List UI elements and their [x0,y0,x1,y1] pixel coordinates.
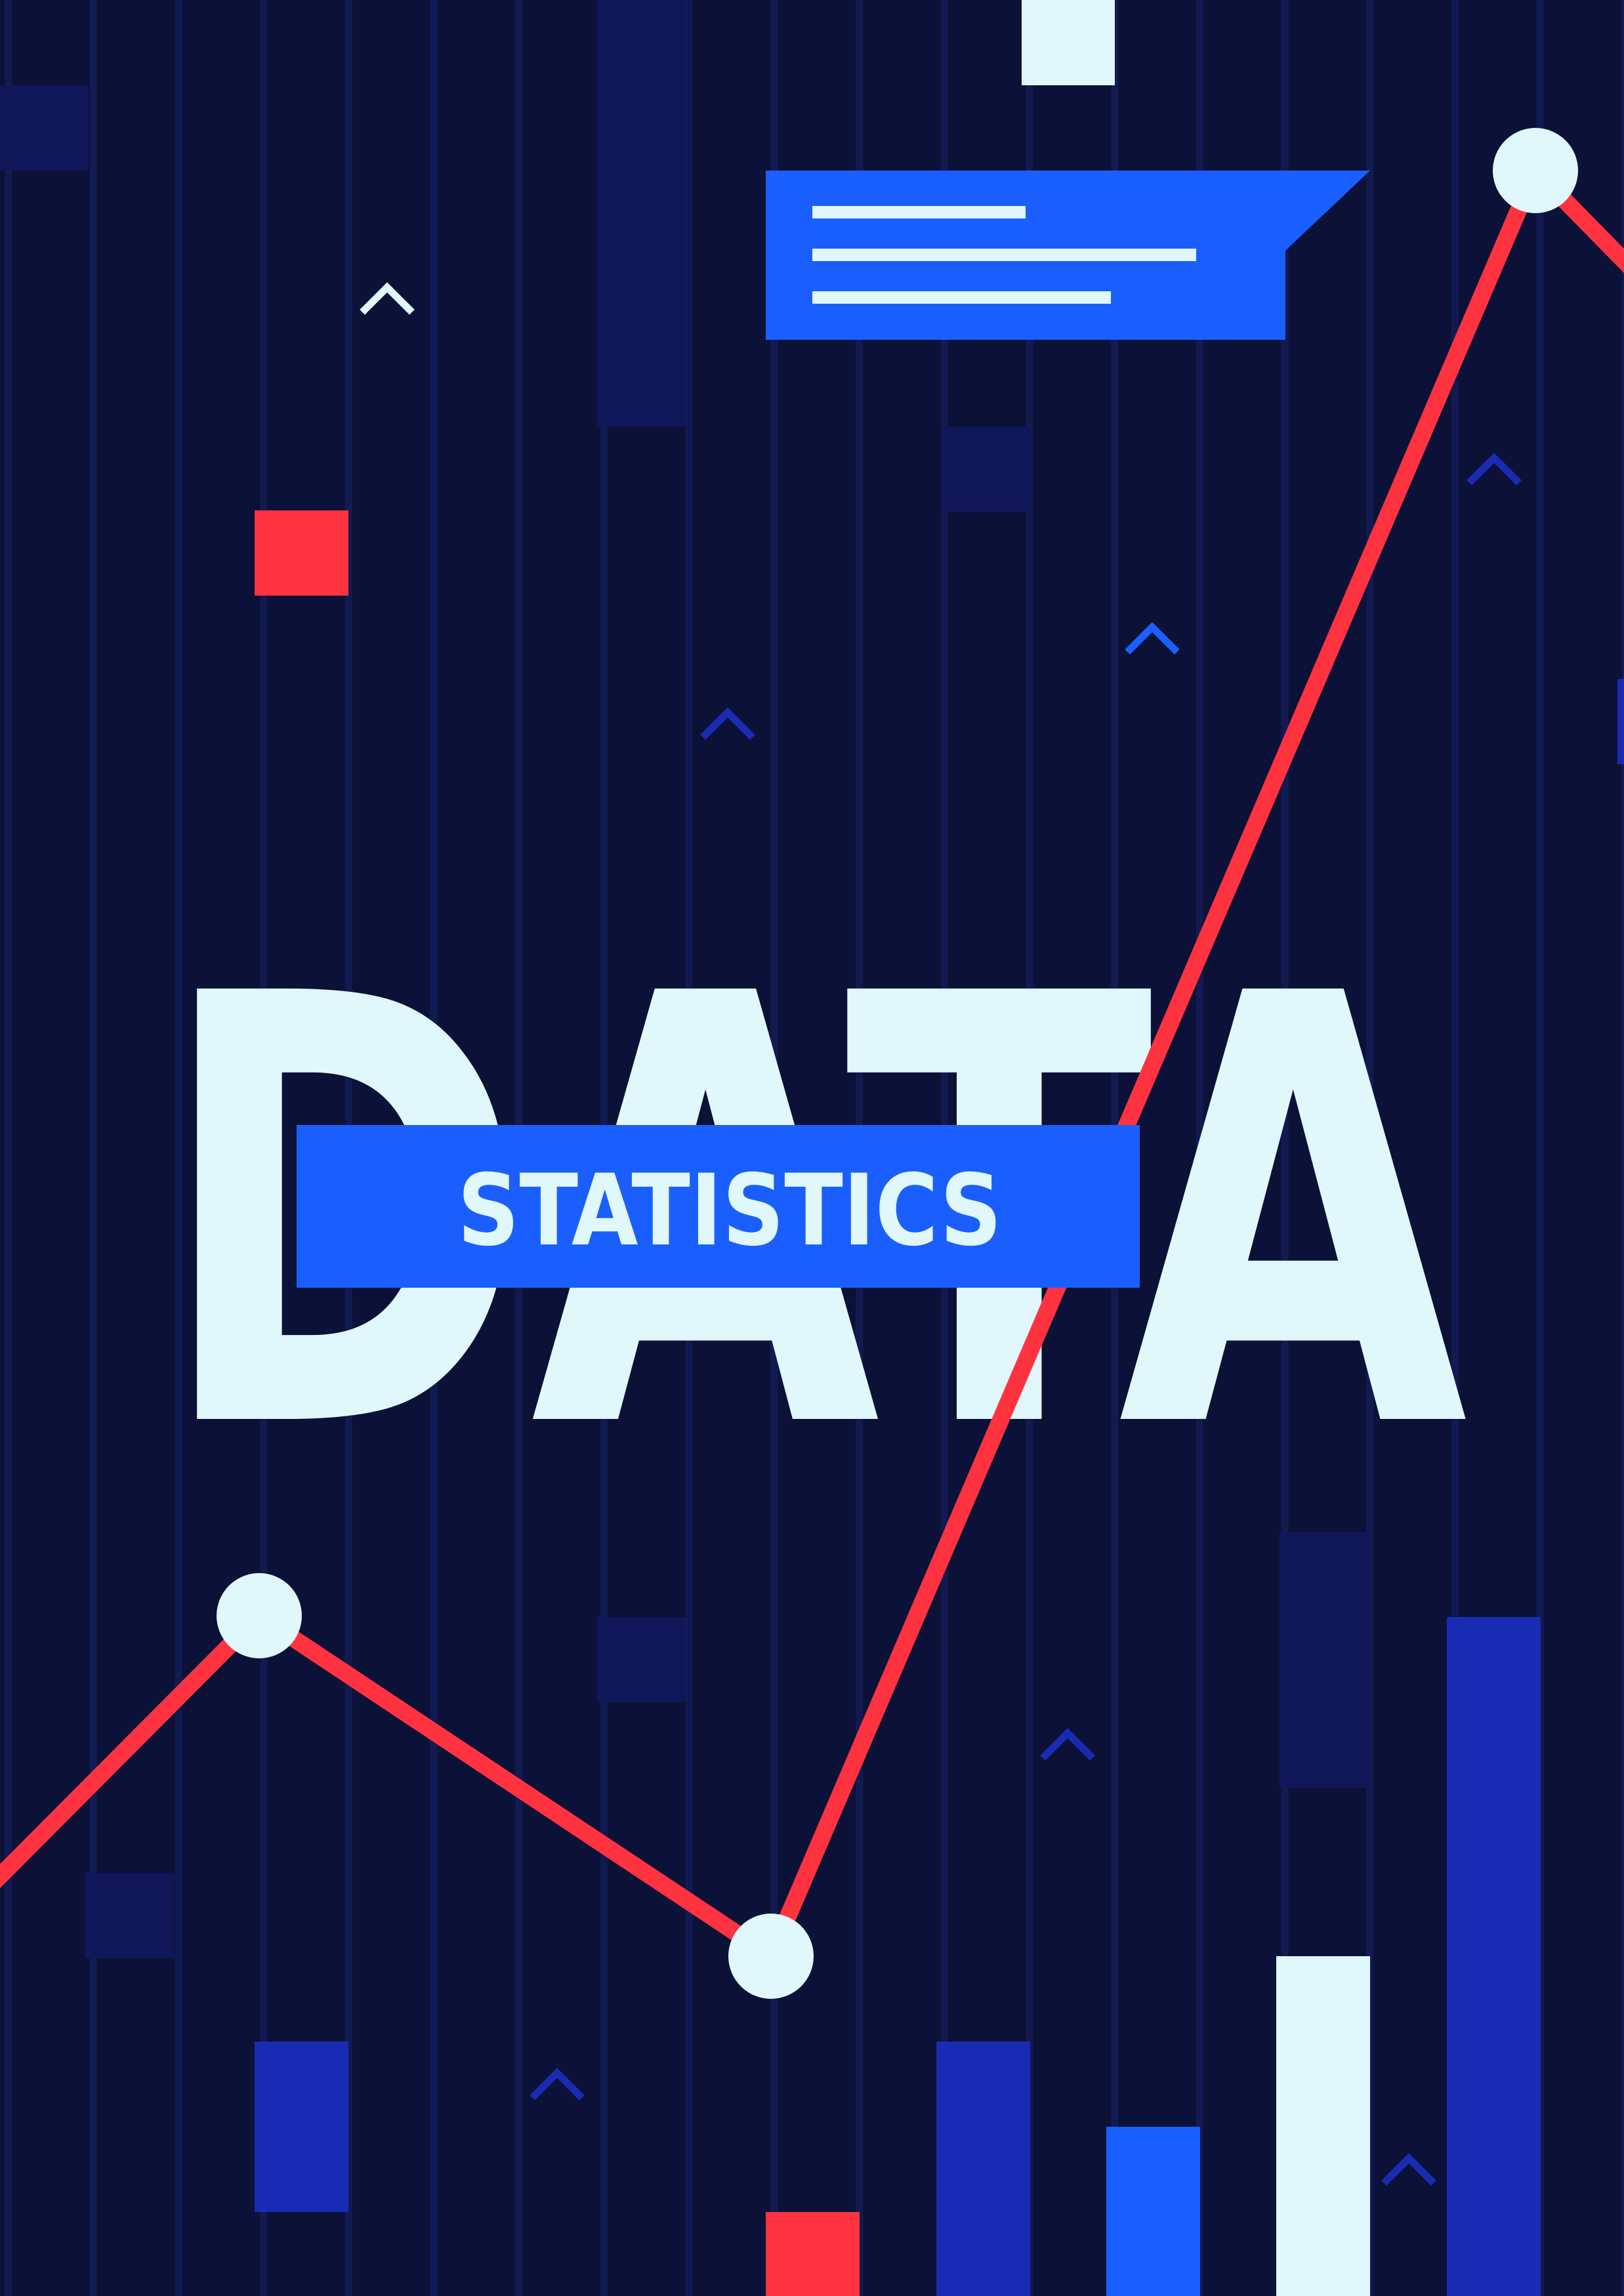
bar [936,2041,1030,2296]
stripe-line [1366,0,1374,2296]
chevron-up-icon [530,2068,585,2101]
chevron-up-icon [1125,622,1180,655]
stripe-line [89,0,97,2296]
block [1617,679,1624,764]
chevron-up-icon [360,282,415,315]
bar [766,2212,860,2296]
bar [1276,1956,1370,2296]
stripe-line [5,0,12,2296]
block [597,1617,686,1702]
subheadline: STATISTICS [457,1154,1002,1268]
bar [1106,2127,1200,2296]
chevron-icons [360,282,1522,2186]
chevron-up-icon [1467,453,1522,485]
chevron-up-icon [700,707,755,740]
graph-point [217,1573,302,1658]
stripe-line [1196,0,1203,2296]
stripe-line [1536,0,1544,2296]
stripe-line [1281,0,1289,2296]
bar [255,2041,348,2212]
stripe-line [175,0,182,2296]
speech-bubble-icon [766,171,1370,340]
chevron-up-icon [1381,2153,1436,2186]
chevron-up-icon [1040,1728,1095,1761]
background-blocks [0,0,1624,1958]
light-square [1022,0,1115,85]
statistics-banner-bg [297,1125,1140,1288]
bar [1447,1617,1541,2296]
statistics-banner: STATISTICS [297,1125,1140,1288]
red-square [255,510,348,596]
block [597,0,686,426]
graph-point [1493,128,1578,213]
block [0,85,89,171]
graph-points [217,128,1578,1999]
stripe-line [1621,0,1624,2296]
block [1280,1532,1368,1788]
stripe-line [1451,0,1459,2296]
block [85,1873,174,1958]
bar-chart [255,1617,1541,2296]
graph-point [728,1914,814,1999]
block [942,426,1030,512]
stripe-line [260,0,268,2296]
